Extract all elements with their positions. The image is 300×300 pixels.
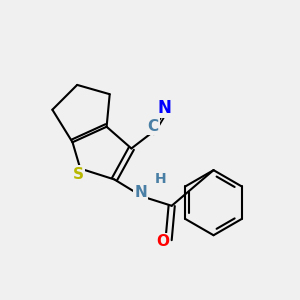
Text: N: N bbox=[157, 99, 171, 117]
Text: H: H bbox=[155, 172, 167, 186]
Text: C: C bbox=[148, 118, 159, 134]
Text: N: N bbox=[134, 185, 147, 200]
Text: O: O bbox=[156, 234, 169, 249]
Text: S: S bbox=[73, 167, 84, 182]
